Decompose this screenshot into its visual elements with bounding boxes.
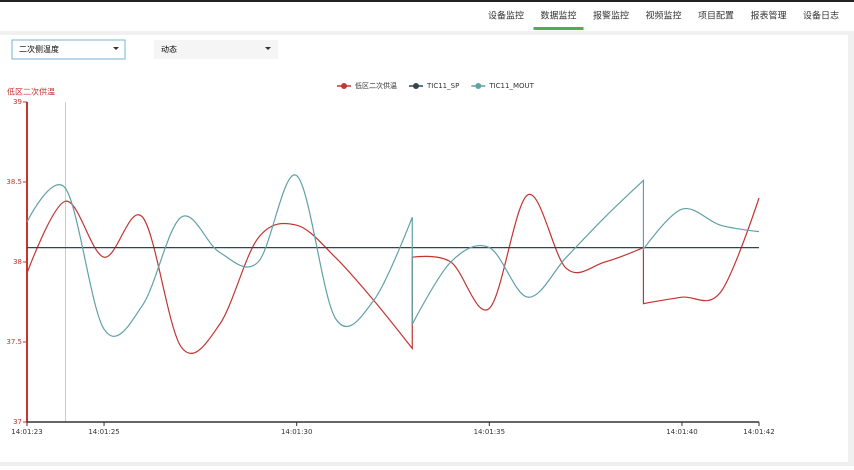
separator bbox=[0, 31, 854, 35]
nav-tab[interactable]: 设备日志 bbox=[803, 10, 839, 22]
x-tick-label: 14:01:35 bbox=[474, 428, 505, 436]
nav-tab[interactable]: 数据监控 bbox=[540, 10, 576, 22]
nav-tab[interactable]: 报警监控 bbox=[593, 10, 629, 22]
nav-tab[interactable]: 项目配置 bbox=[698, 11, 734, 22]
mode-select[interactable] bbox=[154, 40, 278, 59]
nav-tab[interactable]: 报表管理 bbox=[750, 10, 786, 22]
y-tick-label: 38.5 bbox=[6, 178, 22, 186]
caret bbox=[113, 47, 119, 50]
series-line bbox=[26, 174, 760, 337]
legend-marker bbox=[341, 83, 347, 89]
mode-select-text: 动态 bbox=[161, 44, 177, 54]
bottom-edge bbox=[0, 462, 854, 466]
y-tick-label: 37 bbox=[13, 418, 22, 426]
legend-marker bbox=[475, 83, 482, 89]
x-tick-label: 14:01:40 bbox=[666, 428, 697, 436]
x-tick-label: 14:01:23 bbox=[11, 428, 42, 436]
nav-tab[interactable]: 视频监控 bbox=[645, 10, 681, 22]
y-tick-label: 38 bbox=[13, 258, 22, 266]
x-tick-label: 14:01:42 bbox=[743, 428, 774, 436]
nav-tab[interactable]: 设备监控 bbox=[488, 10, 524, 22]
y-tick-label: 39 bbox=[13, 98, 22, 106]
variable-select-text: 二次侧温度 bbox=[19, 44, 59, 54]
variable-select[interactable] bbox=[11, 39, 126, 60]
active-underline bbox=[533, 27, 584, 30]
legend-marker bbox=[413, 83, 419, 89]
caret bbox=[265, 47, 271, 50]
x-tick-label: 14:01:25 bbox=[88, 428, 119, 436]
series-line bbox=[26, 194, 760, 354]
chart: 低区二次供温 37 37.5 38 38.5 39 14:01:23 14:01:25 14:0… bbox=[6, 81, 774, 436]
nav: 设备监控 数据监控 报警监控 视频监控 项目配置 报表管理 设备日志 bbox=[488, 10, 839, 30]
y-tick-label: 37.5 bbox=[6, 338, 22, 346]
x-tick-label: 14:01:30 bbox=[281, 428, 312, 436]
legend-label: TIC11_SP bbox=[426, 82, 459, 90]
y-axis-title: 低区二次供温 bbox=[7, 87, 55, 97]
legend-label: TIC11_MOUT bbox=[488, 82, 534, 90]
top-bar bbox=[0, 0, 854, 2]
scroll-edge bbox=[848, 35, 854, 466]
legend-label: 低区二次供温 bbox=[355, 81, 397, 90]
